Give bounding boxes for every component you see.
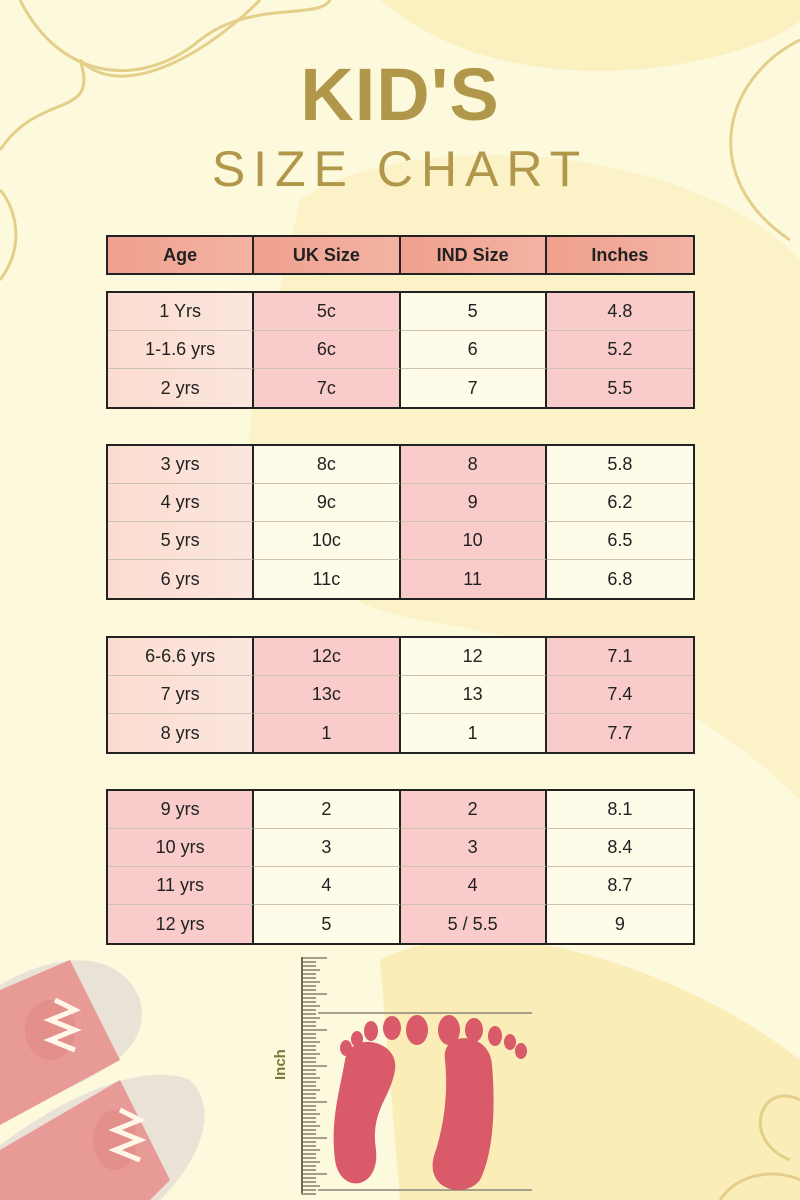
cell-uk-size: 3	[254, 829, 401, 867]
cell-ind-size: 4	[400, 867, 547, 905]
cell-ind-size: 12	[400, 638, 547, 676]
cell-inches: 7.4	[546, 676, 693, 714]
cell-inches: 7.1	[546, 638, 693, 676]
cell-age: 3 yrs	[108, 446, 255, 484]
cell-inches: 7.7	[546, 714, 693, 752]
cell-ind-size: 2	[400, 791, 547, 829]
cell-age: 10 yrs	[108, 829, 255, 867]
cell-ind-size: 7	[400, 369, 547, 407]
cell-inches: 6.8	[546, 560, 693, 598]
cell-uk-size: 8c	[254, 446, 401, 484]
cell-inches: 6.5	[546, 522, 693, 560]
cell-uk-size: 4	[254, 867, 401, 905]
cell-uk-size: 13c	[254, 676, 401, 714]
ruler-icon	[301, 957, 327, 1195]
cell-age: 8 yrs	[108, 714, 255, 752]
cell-age: 12 yrs	[108, 905, 255, 943]
cell-age: 6 yrs	[108, 560, 255, 598]
title-kids: KID'S	[300, 53, 500, 136]
size-group-4: 9 yrs 2 2 8.1 10 yrs 3 3 8.4 11 yrs 4 4 8.7 12 yrs 5 5…	[106, 789, 695, 945]
cell-age: 1 Yrs	[108, 293, 255, 331]
cell-uk-size: 5	[254, 905, 401, 943]
cell-uk-size: 6c	[254, 331, 401, 369]
cell-ind-size: 10	[400, 522, 547, 560]
size-group-1: 1 Yrs 5c 5 4.8 1-1.6 yrs 6c 6 5.2 2 yrs 7c 7 5.5	[106, 291, 695, 409]
cell-age: 9 yrs	[108, 791, 255, 829]
cell-inches: 5.2	[546, 331, 693, 369]
cell-ind-size: 13	[400, 676, 547, 714]
cell-inches: 6.2	[546, 484, 693, 522]
header-inches: Inches	[546, 237, 693, 273]
cell-age: 1-1.6 yrs	[108, 331, 255, 369]
cell-age: 5 yrs	[108, 522, 255, 560]
cell-age: 11 yrs	[108, 867, 255, 905]
cell-uk-size: 12c	[254, 638, 401, 676]
cell-ind-size: 11	[400, 560, 547, 598]
cell-inches: 8.1	[546, 791, 693, 829]
cell-ind-size: 3	[400, 829, 547, 867]
ruler-label: Inch	[272, 1049, 289, 1080]
cell-uk-size: 10c	[254, 522, 401, 560]
cell-inches: 5.8	[546, 446, 693, 484]
cell-uk-size: 7c	[254, 369, 401, 407]
cell-uk-size: 5c	[254, 293, 401, 331]
cell-inches: 5.5	[546, 369, 693, 407]
sneakers-icon	[0, 960, 205, 1200]
cell-uk-size: 1	[254, 714, 401, 752]
cell-inches: 8.4	[546, 829, 693, 867]
title-size-chart: SIZE CHART	[211, 141, 589, 197]
cell-ind-size: 1	[400, 714, 547, 752]
cell-age: 7 yrs	[108, 676, 255, 714]
cell-age: 6-6.6 yrs	[108, 638, 255, 676]
header-age: Age	[108, 237, 255, 273]
header-uk-size: UK Size	[254, 237, 401, 273]
cell-age: 2 yrs	[108, 369, 255, 407]
cell-uk-size: 11c	[254, 560, 401, 598]
size-group-2: 3 yrs 8c 8 5.8 4 yrs 9c 9 6.2 5 yrs 10c 10 6.5 6 yrs…	[106, 444, 695, 600]
cell-ind-size: 5	[400, 293, 547, 331]
header-ind-size: IND Size	[400, 237, 547, 273]
cell-uk-size: 2	[254, 791, 401, 829]
cell-inches: 8.7	[546, 867, 693, 905]
cell-age: 4 yrs	[108, 484, 255, 522]
cell-ind-size: 5 / 5.5	[400, 905, 547, 943]
footprints-icon	[318, 1012, 532, 1191]
table-header: Age UK Size IND Size Inches	[106, 235, 695, 275]
cell-inches: 9	[546, 905, 693, 943]
cell-ind-size: 9	[400, 484, 547, 522]
cell-ind-size: 6	[400, 331, 547, 369]
size-group-3: 6-6.6 yrs 12c 12 7.1 7 yrs 13c 13 7.4 8 yrs 1 1 7.7	[106, 636, 695, 754]
cell-inches: 4.8	[546, 293, 693, 331]
cell-uk-size: 9c	[254, 484, 401, 522]
cell-ind-size: 8	[400, 446, 547, 484]
